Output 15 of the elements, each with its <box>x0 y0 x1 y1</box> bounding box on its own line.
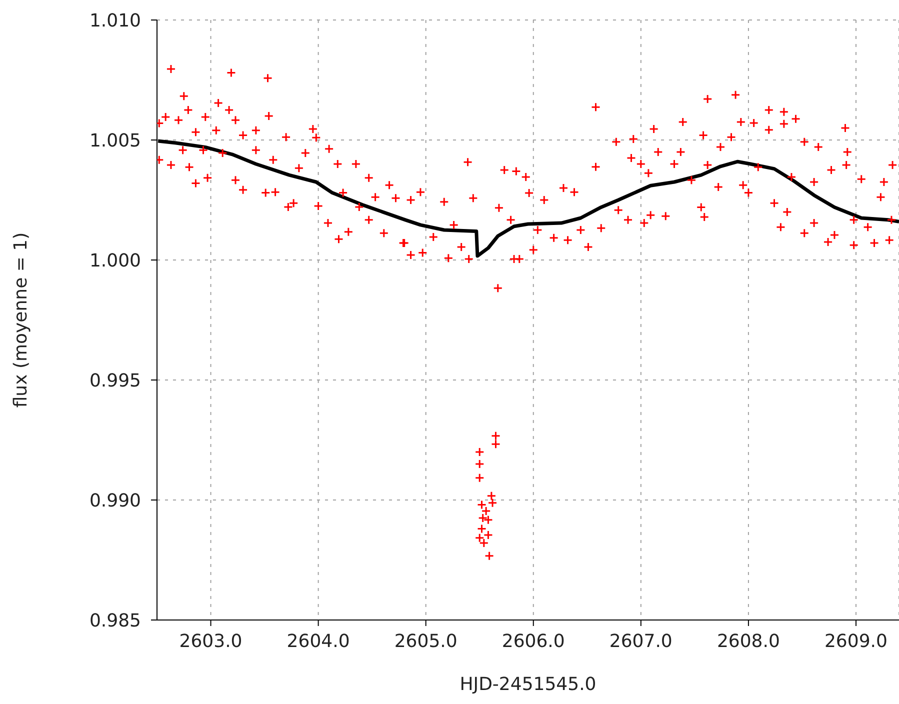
x-tick-label: 2607.0 <box>609 630 672 652</box>
x-tick-label: 2603.0 <box>179 630 242 652</box>
y-tick-label: 1.000 <box>89 250 141 272</box>
y-axis-title: flux (moyenne = 1) <box>10 232 32 408</box>
x-tick-label: 2606.0 <box>502 630 565 652</box>
y-tick-label: 0.985 <box>89 610 141 632</box>
y-tick-label: 1.005 <box>89 130 141 152</box>
y-tick-label: 0.995 <box>89 370 141 392</box>
x-tick-label: 2604.0 <box>286 630 350 652</box>
y-tick-label: 0.990 <box>89 490 141 512</box>
x-axis-title: HJD-2451545.0 <box>460 674 596 695</box>
x-tick-label: 2605.0 <box>394 630 458 652</box>
x-tick-label: 2609.0 <box>824 630 888 652</box>
y-tick-label: 1.010 <box>89 10 141 32</box>
x-tick-label: 2608.0 <box>716 630 780 652</box>
